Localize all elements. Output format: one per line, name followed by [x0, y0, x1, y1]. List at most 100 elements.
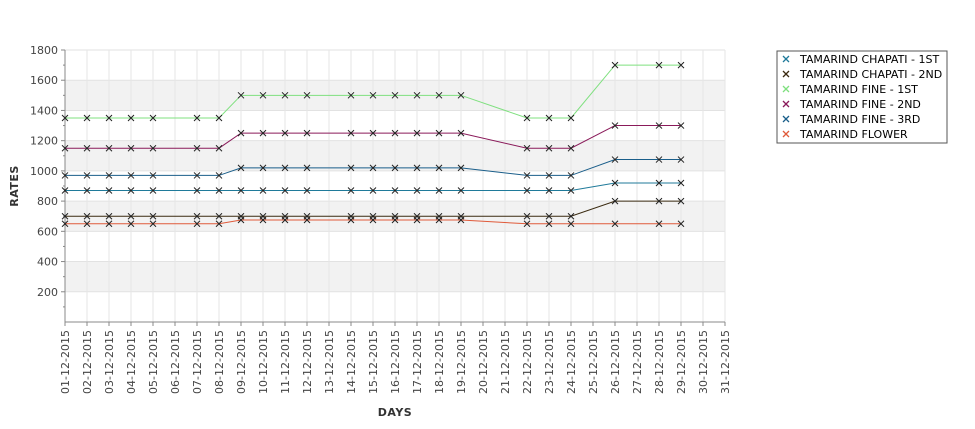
data-point-marker	[149, 144, 157, 152]
x-tick-label: 16-12-2015	[389, 330, 402, 394]
x-tick-label: 15-12-2015	[367, 330, 380, 394]
y-tick-label: 1200	[30, 135, 58, 148]
data-point-marker	[413, 164, 421, 172]
legend-marker	[782, 130, 790, 138]
data-point-marker	[281, 187, 289, 194]
data-point-marker	[369, 91, 377, 99]
data-point-marker	[611, 179, 619, 187]
data-point-marker	[347, 187, 355, 194]
data-point-marker	[655, 122, 663, 129]
data-point-marker	[677, 197, 685, 205]
data-point-marker	[105, 114, 113, 122]
data-point-marker	[237, 164, 245, 172]
data-point-marker	[127, 144, 135, 152]
y-tick-label: 1400	[30, 104, 58, 117]
data-point-marker	[545, 220, 553, 228]
data-point-marker	[149, 212, 157, 220]
y-tick-label: 1000	[30, 165, 58, 178]
x-tick-label: 20-12-2015	[477, 330, 490, 394]
x-axis-title: DAYS	[378, 406, 412, 419]
legend-label: TAMARIND CHAPATI - 1ST	[799, 53, 939, 66]
series-group	[61, 216, 685, 228]
data-point-marker	[215, 187, 223, 194]
data-point-marker	[127, 212, 135, 220]
data-point-marker	[545, 144, 553, 152]
y-axis-ticks: 200 400 600 800 1000 1200 1400 1600 1800	[30, 44, 65, 308]
data-point-marker	[545, 187, 553, 194]
data-point-marker	[655, 61, 663, 69]
x-tick-label: 28-12-2015	[653, 330, 666, 394]
data-point-marker	[105, 172, 113, 179]
data-point-marker	[677, 179, 685, 187]
data-point-marker	[61, 144, 69, 152]
data-point-marker	[83, 212, 91, 220]
data-point-marker	[567, 114, 575, 122]
data-point-marker	[303, 187, 311, 194]
legend: TAMARIND CHAPATI - 1ST TAMARIND CHAPATI -…	[776, 50, 948, 144]
data-point-marker	[523, 114, 531, 122]
data-point-marker	[655, 197, 663, 205]
data-point-marker	[369, 164, 377, 172]
data-point-marker	[127, 114, 135, 122]
data-point-marker	[83, 114, 91, 122]
x-tick-label: 06-12-2015	[169, 330, 182, 394]
data-point-marker	[611, 197, 619, 205]
data-point-marker	[259, 129, 267, 137]
x-tick-label: 18-12-2015	[433, 330, 446, 394]
data-point-marker	[61, 220, 69, 228]
data-point-marker	[457, 164, 465, 172]
data-point-marker	[457, 187, 465, 194]
data-point-marker	[105, 212, 113, 220]
data-point-marker	[523, 220, 531, 228]
data-point-marker	[215, 144, 223, 152]
x-tick-label: 04-12-2015	[125, 330, 138, 394]
data-point-marker	[215, 212, 223, 220]
data-point-marker	[457, 216, 465, 224]
data-point-marker	[435, 187, 443, 194]
x-tick-label: 19-12-2015	[455, 330, 468, 394]
x-tick-label: 03-12-2015	[103, 330, 116, 394]
series-group	[61, 122, 685, 152]
data-point-marker	[567, 220, 575, 228]
x-tick-label: 09-12-2015	[235, 330, 248, 394]
x-tick-label: 24-12-2015	[565, 330, 578, 394]
data-point-marker	[545, 114, 553, 122]
data-point-marker	[83, 172, 91, 179]
x-tick-label: 30-12-2015	[697, 330, 710, 394]
data-point-marker	[523, 144, 531, 152]
data-point-marker	[303, 91, 311, 99]
legend-marker	[782, 100, 790, 108]
x-tick-label: 02-12-2015	[81, 330, 94, 394]
data-point-marker	[149, 172, 157, 179]
data-point-marker	[391, 216, 399, 224]
data-point-marker	[457, 91, 465, 99]
x-tick-label: 11-12-2015	[279, 330, 292, 394]
x-tick-label: 25-12-2015	[587, 330, 600, 394]
data-point-marker	[347, 129, 355, 137]
data-point-marker	[413, 187, 421, 194]
data-point-marker	[413, 91, 421, 99]
y-tick-label: 1600	[30, 74, 58, 87]
data-point-marker	[611, 61, 619, 69]
data-point-marker	[83, 144, 91, 152]
data-point-marker	[83, 220, 91, 228]
data-point-marker	[567, 187, 575, 194]
data-point-marker	[567, 212, 575, 220]
x-tick-label: 17-12-2015	[411, 330, 424, 394]
legend-label: TAMARIND CHAPATI - 2ND	[799, 68, 942, 81]
y-axis-title: RATES	[8, 165, 21, 207]
data-point-marker	[215, 220, 223, 228]
data-point-marker	[391, 129, 399, 137]
data-point-marker	[281, 91, 289, 99]
data-point-marker	[193, 114, 201, 122]
data-point-marker	[391, 164, 399, 172]
x-tick-label: 22-12-2015	[521, 330, 534, 394]
data-point-marker	[259, 216, 267, 224]
data-point-marker	[281, 164, 289, 172]
data-point-marker	[127, 220, 135, 228]
data-point-marker	[259, 164, 267, 172]
data-point-marker	[347, 216, 355, 224]
data-point-marker	[149, 114, 157, 122]
legend-label: TAMARIND FINE - 1ST	[799, 83, 918, 96]
